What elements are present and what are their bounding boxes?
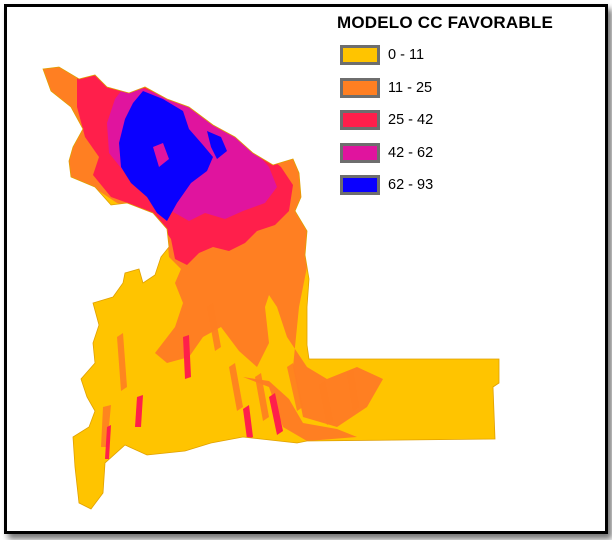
suitability-map (42, 66, 500, 510)
map-frame: MODELO CC FAVORABLE 0 - 11 11 - 25 25 - 42… (4, 4, 608, 534)
map-legend: MODELO CC FAVORABLE 0 - 11 11 - 25 25 - 42… (337, 13, 553, 195)
class-62-93-patch (207, 131, 227, 159)
legend-item: 62 - 93 (340, 173, 433, 197)
legend-item: 0 - 11 (340, 43, 424, 67)
legend-label: 62 - 93 (388, 177, 434, 193)
class-11-25-streaks (101, 303, 359, 447)
legend-swatch (340, 45, 380, 65)
legend-item: 25 - 42 (340, 108, 433, 132)
legend-label: 0 - 11 (388, 47, 425, 63)
legend-swatch (340, 110, 380, 130)
legend-label: 25 - 42 (388, 112, 434, 128)
legend-item: 42 - 62 (340, 141, 433, 165)
legend-title: MODELO CC FAVORABLE (337, 13, 553, 32)
class-42-62-patch (153, 143, 169, 167)
legend-swatch (340, 175, 380, 195)
legend-label: 42 - 62 (388, 144, 434, 161)
legend-swatch (340, 77, 380, 98)
class-11-25-area-south (243, 377, 357, 441)
class-25-42-streaks (105, 335, 283, 459)
legend-label: 11 - 25 (388, 79, 433, 96)
legend-swatch (340, 142, 380, 163)
legend-item: 11 - 25 (340, 76, 432, 100)
